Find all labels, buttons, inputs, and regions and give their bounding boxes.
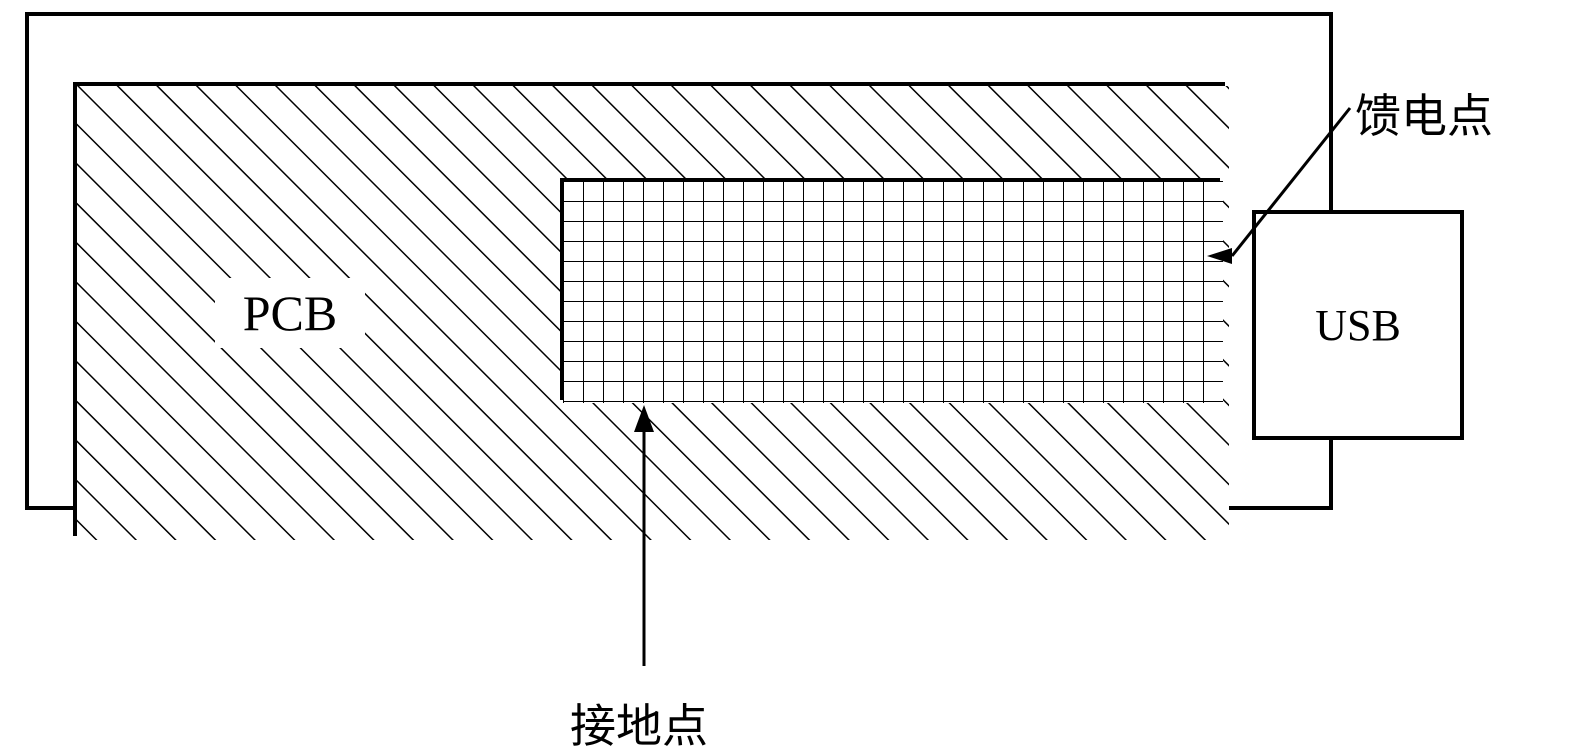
pcb-label: PCB xyxy=(215,278,365,348)
feed-point-label: 馈电点 xyxy=(1355,80,1493,146)
ground-point-label: 接地点 xyxy=(570,690,708,756)
feed-point-label-text: 馈电点 xyxy=(1355,91,1493,142)
usb-label-text: USB xyxy=(1315,300,1401,351)
antenna-grid-pattern xyxy=(563,181,1223,403)
usb-connector: USB xyxy=(1252,210,1464,440)
antenna-region xyxy=(560,178,1220,400)
diagram-stage: PCB USB 馈电点 接地点 xyxy=(0,0,1582,751)
ground-point-label-text: 接地点 xyxy=(570,701,708,752)
pcb-label-text: PCB xyxy=(243,284,338,342)
